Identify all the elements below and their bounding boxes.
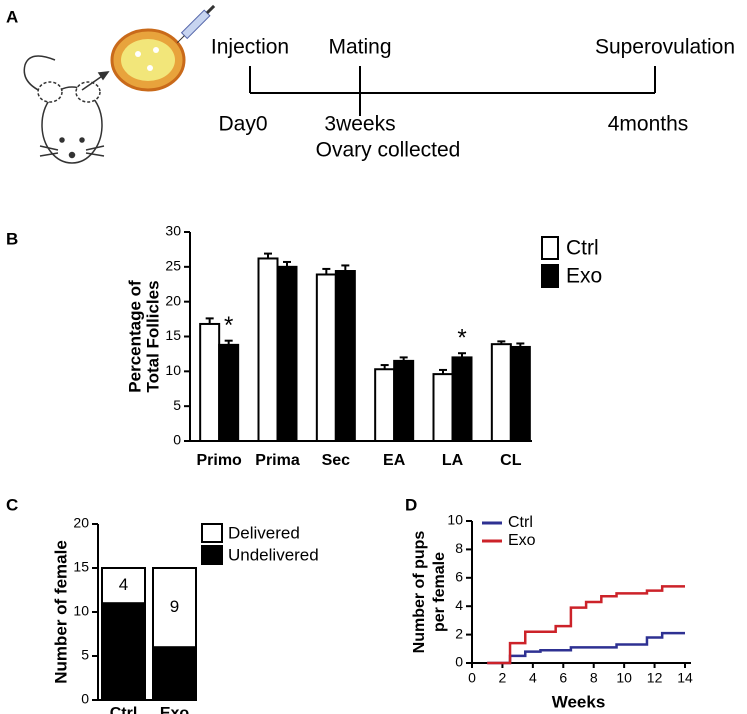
x-tick-label: 4 — [529, 670, 537, 686]
y-tick-label: 30 — [165, 223, 181, 239]
ovary-illustration — [110, 4, 216, 92]
bar — [199, 322, 221, 442]
x-tick-label: 0 — [468, 670, 476, 686]
timeline-label: 3weeks — [324, 113, 395, 136]
y-tick-label: 5 — [81, 647, 89, 663]
significance-mark: * — [457, 325, 466, 352]
y-tick-label: 15 — [165, 327, 181, 343]
legend-label: Ctrl — [566, 237, 599, 260]
timeline-label: Ovary collected — [316, 139, 461, 162]
bar — [451, 356, 473, 442]
data-label: 4 — [119, 575, 128, 594]
bar — [374, 368, 396, 443]
panel-letter: B — [6, 229, 18, 248]
y-tick-label: 20 — [165, 292, 181, 308]
timeline-label: Day0 — [218, 113, 267, 136]
bar — [490, 343, 512, 442]
x-tick-label: Sec — [322, 452, 351, 469]
x-tick-label: CL — [500, 452, 522, 469]
y-tick-label: 20 — [73, 515, 89, 531]
x-axis-label: Weeks — [552, 692, 606, 711]
y-tick-label: 25 — [165, 258, 181, 274]
timeline-label: Injection — [211, 36, 289, 59]
bar — [276, 265, 298, 443]
y-tick-label: 5 — [173, 397, 181, 413]
x-tick-label: 8 — [590, 670, 598, 686]
step-line — [487, 585, 685, 665]
x-tick-label: EA — [383, 452, 406, 469]
legend-label: Ctrl — [508, 514, 533, 531]
bar — [509, 345, 531, 443]
x-tick-label: 12 — [647, 670, 663, 686]
y-tick-label: 4 — [455, 597, 463, 613]
x-tick-label: 6 — [559, 670, 567, 686]
y-tick-label: 10 — [165, 362, 181, 378]
x-tick-label: 14 — [677, 670, 693, 686]
y-tick-label: 0 — [173, 432, 181, 448]
legend-label: Undelivered — [228, 545, 319, 564]
y-tick-label: 0 — [455, 654, 463, 670]
bar — [393, 359, 415, 442]
step-line — [487, 631, 685, 665]
legend-label: Delivered — [228, 523, 300, 542]
legend-swatch — [541, 236, 559, 260]
y-axis-label: Percentage of — [125, 280, 144, 393]
y-tick-label: 10 — [447, 512, 463, 528]
bar — [315, 273, 337, 442]
mouse-illustration — [23, 55, 110, 164]
legend-swatch — [201, 545, 223, 565]
legend-label: Exo — [566, 265, 602, 288]
bar — [218, 343, 240, 442]
timeline — [249, 66, 656, 116]
legend-swatch — [201, 523, 223, 543]
timeline-label: 4months — [608, 113, 689, 136]
y-axis-label: Number of female — [51, 540, 70, 684]
legend-swatch — [541, 264, 559, 288]
bar-segment — [101, 602, 146, 702]
bar-segment — [101, 567, 146, 605]
x-tick-label: 2 — [499, 670, 507, 686]
y-tick-label: 10 — [73, 603, 89, 619]
legend-label: Exo — [508, 532, 536, 549]
bar-segment — [152, 567, 197, 649]
y-tick-label: 8 — [455, 540, 463, 556]
y-tick-label: 6 — [455, 569, 463, 585]
panel-letters: A B C D — [6, 7, 417, 514]
y-tick-label: 0 — [81, 691, 89, 707]
bar — [432, 373, 454, 442]
y-axis-label: Total Follicles — [143, 280, 162, 392]
bar-segment — [152, 646, 197, 702]
bar — [257, 257, 279, 442]
data-label: 9 — [170, 597, 179, 616]
x-tick-label: Exo — [160, 705, 190, 714]
x-tick-label: Prima — [255, 452, 300, 469]
bar — [334, 270, 356, 442]
panel-letter: C — [6, 495, 18, 514]
y-axis-label: per female — [431, 552, 448, 632]
y-tick-label: 15 — [73, 559, 89, 575]
significance-mark: * — [224, 312, 233, 339]
timeline-label: Mating — [328, 36, 391, 59]
y-axis-label: Number of pups — [411, 531, 428, 654]
x-tick-label: 10 — [616, 670, 632, 686]
x-tick-label: LA — [442, 452, 464, 469]
x-tick-label: Ctrl — [110, 705, 138, 714]
y-tick-label: 2 — [455, 625, 463, 641]
panel-letter: D — [405, 495, 417, 514]
panel-letter: A — [6, 7, 18, 26]
x-tick-label: Primo — [196, 452, 242, 469]
timeline-label: Superovulation — [595, 36, 735, 59]
